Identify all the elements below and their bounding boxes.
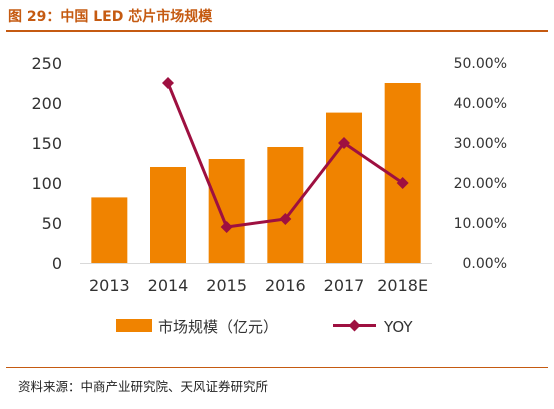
x-tick-label: 2015: [206, 276, 247, 295]
bar-2013: [91, 197, 128, 263]
legend-line-marker: [348, 319, 361, 332]
bar-series: [91, 83, 421, 263]
x-axis: 2013 2014 2015 2016 2017 2018E: [80, 263, 432, 295]
y-left-tick-label: 250: [31, 54, 62, 73]
x-tick-label: 2017: [324, 276, 365, 295]
yoy-series: [162, 77, 409, 233]
y-axis-left: 0 50 100 150 200 250: [31, 54, 62, 273]
source-divider: [6, 367, 548, 368]
x-tick-label: 2013: [89, 276, 130, 295]
yoy-marker-2015: [220, 221, 233, 233]
yoy-marker-2018E: [396, 177, 409, 189]
y-right-tick-label: 20.00%: [454, 176, 507, 192]
yoy-marker-2017: [338, 137, 350, 149]
y-axis-right: 0.00% 10.00% 20.00% 30.00% 40.00% 50.00%: [454, 56, 507, 272]
y-left-tick-label: 150: [31, 134, 62, 153]
bar-2017: [326, 112, 362, 263]
x-tick-label: 2018E: [377, 276, 428, 295]
y-right-tick-label: 40.00%: [454, 96, 507, 112]
legend: 市场规模（亿元） YOY: [116, 318, 413, 336]
x-tick-label: 2014: [148, 276, 189, 295]
y-right-tick-label: 50.00%: [454, 56, 507, 72]
y-right-tick-label: 30.00%: [454, 136, 507, 152]
legend-bar-label: 市场规模（亿元）: [158, 318, 278, 336]
yoy-marker-2016: [279, 213, 292, 225]
x-tick-label: 2016: [265, 276, 306, 295]
y-left-tick-label: 0: [52, 254, 62, 273]
source-note: 资料来源：中商产业研究院、天风证券研究所: [18, 379, 269, 394]
yoy-marker-2014: [162, 77, 174, 89]
legend-bar-swatch: [116, 319, 152, 332]
y-right-tick-label: 10.00%: [454, 216, 507, 232]
y-right-tick-label: 0.00%: [463, 256, 507, 272]
legend-line-label: YOY: [383, 318, 413, 336]
y-left-tick-label: 200: [31, 94, 62, 113]
y-left-tick-label: 50: [42, 214, 62, 233]
bar-2018E: [384, 83, 421, 263]
y-left-tick-label: 100: [31, 174, 62, 193]
title-divider: [6, 30, 548, 32]
bar-2015: [208, 159, 245, 263]
figure-title: 图 29：中国 LED 芯片市场规模: [8, 9, 213, 25]
bar-2014: [150, 167, 186, 263]
